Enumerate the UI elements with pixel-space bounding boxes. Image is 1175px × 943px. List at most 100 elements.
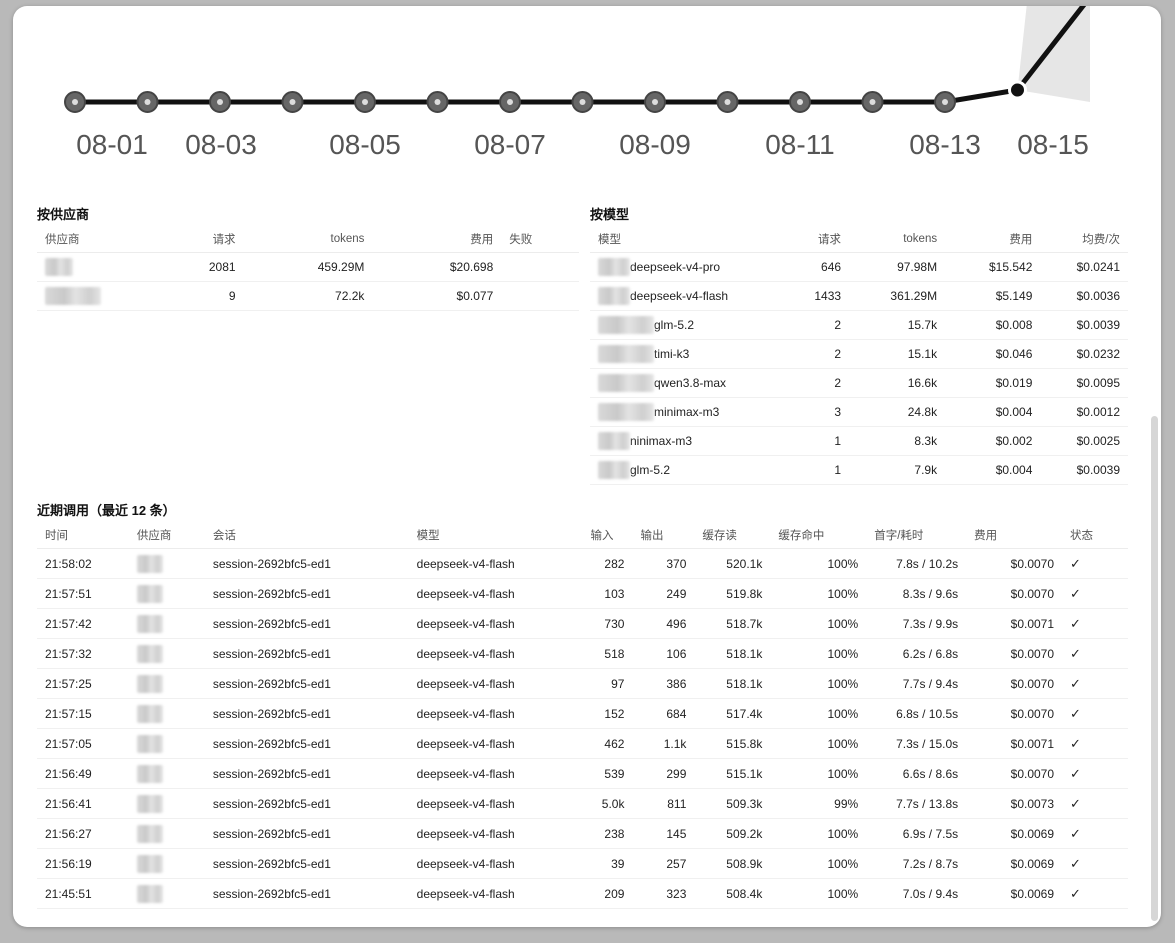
table-row[interactable]: timi-k3 2 15.1k $0.046 $0.0232	[590, 339, 1128, 369]
cache-cell: 515.1k	[694, 758, 771, 789]
model-cell: glm-5.2	[590, 310, 790, 340]
cache-cell: 515.8k	[694, 728, 771, 759]
column-header[interactable]: 供应商	[37, 226, 166, 253]
latency-cell: 7.0s / 9.4s	[866, 878, 967, 909]
column-header[interactable]: 失败	[501, 226, 579, 253]
column-header[interactable]: 供应商	[128, 522, 205, 549]
column-header[interactable]: 均费/次	[1040, 226, 1128, 253]
output-cell: 1.1k	[632, 728, 695, 759]
usage-line-chart: 08-01 08-03 08-05 08-07 08-09 08-11 08-13 08-15	[64, 6, 1090, 160]
model-cell: timi-k3	[590, 339, 790, 369]
session-cell[interactable]: session-2692bfc5-ed1	[204, 878, 409, 909]
session-cell[interactable]: session-2692bfc5-ed1	[204, 728, 409, 759]
column-header[interactable]: 费用	[966, 522, 1063, 549]
table-row[interactable]: ninimax-m3 1 8.3k $0.002 $0.0025	[590, 426, 1128, 456]
table-row[interactable]: 21:56:27 session-2692bfc5-ed1 deepseek-v4-…	[37, 818, 1128, 849]
table-row[interactable]: 21:45:51 session-2692bfc5-ed1 deepseek-v4-…	[37, 878, 1128, 909]
table-row[interactable]: 21:57:25 session-2692bfc5-ed1 deepseek-v4-…	[37, 668, 1128, 699]
table-row[interactable]: glm-5.2 2 15.7k $0.008 $0.0039	[590, 310, 1128, 340]
output-cell: 496	[632, 608, 695, 639]
input-cell: 282	[582, 548, 633, 579]
status-check-icon: ✓	[1062, 608, 1128, 639]
table-row[interactable]: 21:56:41 session-2692bfc5-ed1 deepseek-v4-…	[37, 788, 1128, 819]
column-header[interactable]: 请求	[165, 226, 244, 253]
table-row[interactable]: 21:57:51 session-2692bfc5-ed1 deepseek-v4-…	[37, 578, 1128, 609]
input-cell: 103	[582, 578, 633, 609]
column-header[interactable]: tokens	[849, 226, 946, 253]
table-row[interactable]: minimax-m3 3 24.8k $0.004 $0.0012	[590, 397, 1128, 427]
cost-cell: $20.698	[372, 252, 502, 282]
time-cell: 21:56:27	[37, 818, 129, 849]
data-point-center	[579, 99, 586, 105]
cost-cell: $0.002	[945, 426, 1041, 456]
session-cell[interactable]: session-2692bfc5-ed1	[204, 698, 409, 729]
redacted-provider-name	[136, 704, 163, 723]
column-header[interactable]: 费用	[945, 226, 1041, 253]
input-cell: 209	[582, 878, 633, 909]
session-cell[interactable]: session-2692bfc5-ed1	[204, 668, 409, 699]
data-point[interactable]	[1008, 80, 1027, 100]
session-cell[interactable]: session-2692bfc5-ed1	[204, 818, 409, 849]
data-point-center	[797, 99, 803, 105]
status-check-icon: ✓	[1062, 818, 1128, 849]
table-row[interactable]: 21:57:05 session-2692bfc5-ed1 deepseek-v4-…	[37, 728, 1128, 759]
column-header[interactable]: 时间	[37, 522, 129, 549]
column-header[interactable]: 输出	[632, 522, 695, 549]
redacted-provider-name	[136, 674, 163, 693]
column-header[interactable]: 首字/耗时	[866, 522, 967, 549]
session-cell[interactable]: session-2692bfc5-ed1	[204, 608, 409, 639]
cache-cell: 509.3k	[694, 788, 771, 819]
table-row[interactable]: 21:56:49 session-2692bfc5-ed1 deepseek-v4-…	[37, 758, 1128, 789]
column-header[interactable]: 输入	[582, 522, 633, 549]
recent-calls-title: 近期调用（最近 12 条）	[37, 503, 176, 518]
table-row[interactable]: 21:56:19 session-2692bfc5-ed1 deepseek-v4-…	[37, 848, 1128, 879]
provider-cell	[128, 578, 205, 609]
tokens-cell: 15.1k	[849, 339, 946, 369]
by-provider-title: 按供应商	[37, 207, 90, 222]
table-row[interactable]: 21:57:15 session-2692bfc5-ed1 deepseek-v4-…	[37, 698, 1128, 729]
model-cell: deepseek-v4-pro	[590, 252, 790, 282]
table-header: 时间 供应商 会话 模型 输入 输出 缓存读 缓存命中 首字/耗时 费用 状态	[37, 522, 1128, 549]
vertical-scrollbar[interactable]	[1151, 416, 1158, 921]
column-header[interactable]: 缓存命中	[770, 522, 867, 549]
table-row[interactable]: 2081 459.29M $20.698	[37, 252, 579, 282]
column-header[interactable]: 费用	[372, 226, 502, 253]
table-row[interactable]: 9 72.2k $0.077	[37, 281, 579, 311]
model-cell: deepseek-v4-flash	[408, 878, 583, 909]
cost-cell: $0.0070	[966, 548, 1063, 579]
tokens-cell: 8.3k	[849, 426, 946, 456]
table-row[interactable]: 21:58:02 session-2692bfc5-ed1 deepseek-v4-…	[37, 548, 1128, 579]
table-row[interactable]: deepseek-v4-pro 646 97.98M $15.542 $0.0241	[590, 252, 1128, 282]
table-row[interactable]: glm-5.2 1 7.9k $0.004 $0.0039	[590, 455, 1128, 485]
latency-cell: 7.3s / 15.0s	[866, 728, 967, 759]
column-header[interactable]: 状态	[1062, 522, 1128, 549]
x-tick-label: 08-09	[619, 129, 691, 160]
model-cell: deepseek-v4-flash	[408, 548, 583, 579]
column-header[interactable]: 请求	[789, 226, 850, 253]
column-header[interactable]: 缓存读	[694, 522, 771, 549]
redacted-provider-name	[136, 644, 163, 663]
input-cell: 238	[582, 818, 633, 849]
table-row[interactable]: deepseek-v4-flash 1433 361.29M $5.149 $0.003…	[590, 281, 1128, 311]
model-cell: deepseek-v4-flash	[408, 608, 583, 639]
time-cell: 21:57:51	[37, 578, 129, 609]
column-header[interactable]: tokens	[243, 226, 373, 253]
tokens-cell: 459.29M	[243, 252, 373, 282]
column-header[interactable]: 模型	[590, 226, 790, 253]
session-cell[interactable]: session-2692bfc5-ed1	[204, 788, 409, 819]
session-cell[interactable]: session-2692bfc5-ed1	[204, 758, 409, 789]
provider-cell	[128, 848, 205, 879]
tokens-cell: 72.2k	[243, 281, 373, 311]
session-cell[interactable]: session-2692bfc5-ed1	[204, 848, 409, 879]
session-cell[interactable]: session-2692bfc5-ed1	[204, 548, 409, 579]
tokens-cell: 7.9k	[849, 455, 946, 485]
session-cell[interactable]: session-2692bfc5-ed1	[204, 578, 409, 609]
session-cell[interactable]: session-2692bfc5-ed1	[204, 638, 409, 669]
table-row[interactable]: 21:57:32 session-2692bfc5-ed1 deepseek-v4-…	[37, 638, 1128, 669]
column-header[interactable]: 会话	[204, 522, 409, 549]
table-row[interactable]: qwen3.8-max 2 16.6k $0.019 $0.0095	[590, 368, 1128, 398]
column-header[interactable]: 模型	[408, 522, 583, 549]
status-check-icon: ✓	[1062, 548, 1128, 579]
table-row[interactable]: 21:57:42 session-2692bfc5-ed1 deepseek-v4-…	[37, 608, 1128, 639]
model-cell: deepseek-v4-flash	[408, 848, 583, 879]
